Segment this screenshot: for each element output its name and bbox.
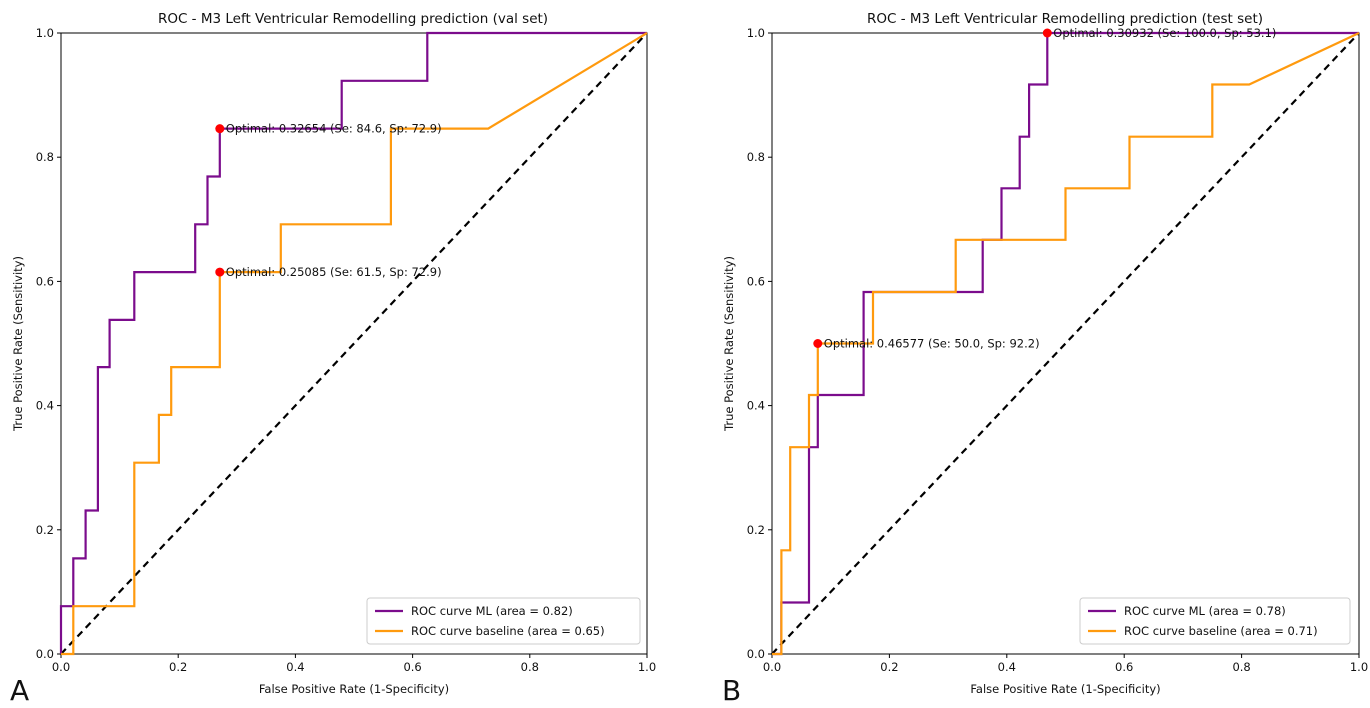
optimal-point-annotation: Optimal: 0.25085 (Se: 61.5, Sp: 72.9) xyxy=(226,265,442,279)
optimal-point-marker xyxy=(215,267,225,277)
y-tick-label: 1.0 xyxy=(36,26,54,40)
chart-title: ROC - M3 Left Ventricular Remodelling pr… xyxy=(867,11,1263,27)
legend-entry-label: ROC curve ML (area = 0.82) xyxy=(411,604,573,618)
x-tick-label: 1.0 xyxy=(638,660,656,674)
x-tick-label: 0.0 xyxy=(763,660,781,674)
optimal-point-marker xyxy=(1042,28,1052,38)
y-tick-label: 0.6 xyxy=(747,274,765,288)
y-tick-label: 0.4 xyxy=(36,399,54,413)
x-tick-label: 0.8 xyxy=(521,660,539,674)
optimal-point-marker xyxy=(813,339,823,348)
x-axis-label: False Positive Rate (1-Specificity) xyxy=(259,682,449,696)
panel-label: B xyxy=(722,674,741,707)
x-tick-label: 1.0 xyxy=(1350,660,1368,674)
optimal-point-annotation: Optimal: 0.32654 (Se: 84.6, Sp: 72.9) xyxy=(226,122,442,136)
x-tick-label: 0.0 xyxy=(52,660,70,674)
chart-title: ROC - M3 Left Ventricular Remodelling pr… xyxy=(158,11,548,27)
optimal-point-annotation: Optimal: 0.46577 (Se: 50.0, Sp: 92.2) xyxy=(824,337,1040,351)
y-tick-label: 1.0 xyxy=(747,26,765,40)
y-tick-label: 0.6 xyxy=(36,274,54,288)
y-tick-label: 0.0 xyxy=(747,647,765,661)
x-tick-label: 0.4 xyxy=(286,660,304,674)
chance-diagonal-line xyxy=(771,32,1360,655)
y-tick-label: 0.0 xyxy=(36,647,54,661)
roc-curve-ml xyxy=(772,31,1359,656)
x-tick-label: 0.2 xyxy=(880,660,898,674)
roc-curve-baseline xyxy=(772,32,1360,656)
roc-plot-val-set: ROC - M3 Left Ventricular Remodelling pr… xyxy=(10,11,656,707)
legend-box xyxy=(366,597,641,645)
legend-box xyxy=(1079,597,1351,645)
y-tick-label: 0.4 xyxy=(747,399,765,413)
chance-diagonal-line xyxy=(60,32,648,655)
panel-label: A xyxy=(10,674,29,707)
y-axis-label: True Positive Rate (Sensitivity) xyxy=(11,256,25,432)
optimal-point-annotation: Optimal: 0.30932 (Se: 100.0, Sp: 53.1) xyxy=(1053,26,1276,40)
x-tick-label: 0.6 xyxy=(1115,660,1133,674)
roc-curve-baseline xyxy=(61,32,648,656)
legend-entry-label: ROC curve baseline (area = 0.65) xyxy=(411,624,605,638)
legend: ROC curve ML (area = 0.82) ROC curve base… xyxy=(366,597,641,645)
y-tick-label: 0.8 xyxy=(36,150,54,164)
y-tick-label: 0.2 xyxy=(36,523,54,537)
legend-entry-label: ROC curve ML (area = 0.78) xyxy=(1124,604,1286,618)
y-tick-label: 0.8 xyxy=(747,150,765,164)
y-tick-label: 0.2 xyxy=(747,523,765,537)
x-tick-label: 0.4 xyxy=(998,660,1016,674)
legend: ROC curve ML (area = 0.78) ROC curve base… xyxy=(1079,597,1351,645)
x-tick-label: 0.2 xyxy=(169,660,187,674)
legend-entry-label: ROC curve baseline (area = 0.71) xyxy=(1124,624,1318,638)
roc-plot-test-set: ROC - M3 Left Ventricular Remodelling pr… xyxy=(722,11,1368,707)
x-tick-label: 0.8 xyxy=(1232,660,1250,674)
optimal-point-marker xyxy=(215,124,225,134)
roc-curve-ml xyxy=(59,31,647,654)
plot-area-frame xyxy=(60,32,648,655)
x-axis-label: False Positive Rate (1-Specificity) xyxy=(970,682,1160,696)
y-axis-label: True Positive Rate (Sensitivity) xyxy=(722,256,736,432)
x-tick-label: 0.6 xyxy=(403,660,421,674)
